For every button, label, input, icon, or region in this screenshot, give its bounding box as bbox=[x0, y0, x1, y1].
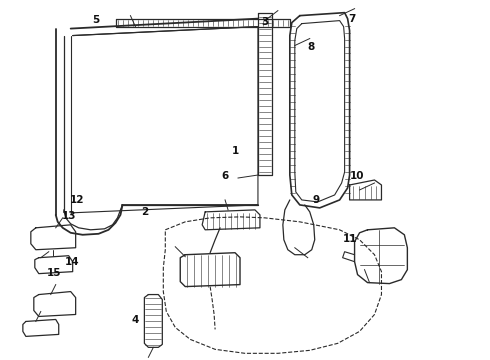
Text: 11: 11 bbox=[343, 234, 357, 244]
Text: 15: 15 bbox=[47, 268, 61, 278]
Text: 9: 9 bbox=[312, 195, 319, 205]
Text: 6: 6 bbox=[222, 171, 229, 181]
Text: 3: 3 bbox=[261, 17, 268, 27]
Text: 2: 2 bbox=[141, 207, 148, 217]
Text: 5: 5 bbox=[93, 15, 100, 26]
Text: 1: 1 bbox=[232, 146, 239, 156]
Text: 10: 10 bbox=[350, 171, 365, 181]
Text: 13: 13 bbox=[62, 211, 76, 221]
Text: 7: 7 bbox=[349, 14, 356, 24]
Text: 8: 8 bbox=[307, 42, 315, 52]
Text: 14: 14 bbox=[64, 257, 79, 267]
Text: 4: 4 bbox=[131, 315, 139, 325]
Text: 12: 12 bbox=[70, 195, 84, 205]
